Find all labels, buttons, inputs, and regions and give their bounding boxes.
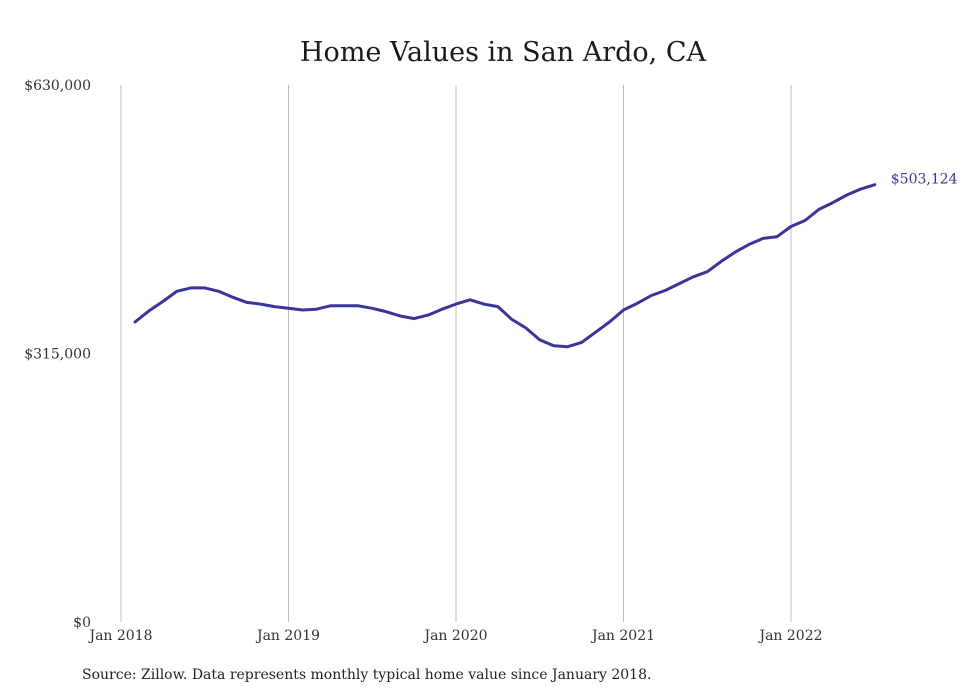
source-note: Source: Zillow. Data represents monthly … [82,667,652,683]
x-tick-label: Jan 2019 [255,628,320,644]
gridlines [120,85,792,622]
y-tick-label: $315,000 [24,347,91,363]
y-tick-label: $0 [73,615,91,631]
x-axis: Jan 2018 Jan 2019 Jan 2020 Jan 2021 Jan 2022 [87,628,822,644]
chart-title: Home Values in San Ardo, CA [300,37,706,68]
x-tick-label: Jan 2022 [757,628,822,644]
y-axis: $0 $315,000 $630,000 [24,78,91,631]
x-tick-label: Jan 2020 [422,628,487,644]
y-tick-label: $630,000 [24,78,91,94]
x-tick-label: Jan 2021 [590,628,655,644]
x-tick-label: Jan 2018 [87,628,152,644]
end-value-label: $503,124 [891,172,958,188]
series-line [133,183,877,349]
